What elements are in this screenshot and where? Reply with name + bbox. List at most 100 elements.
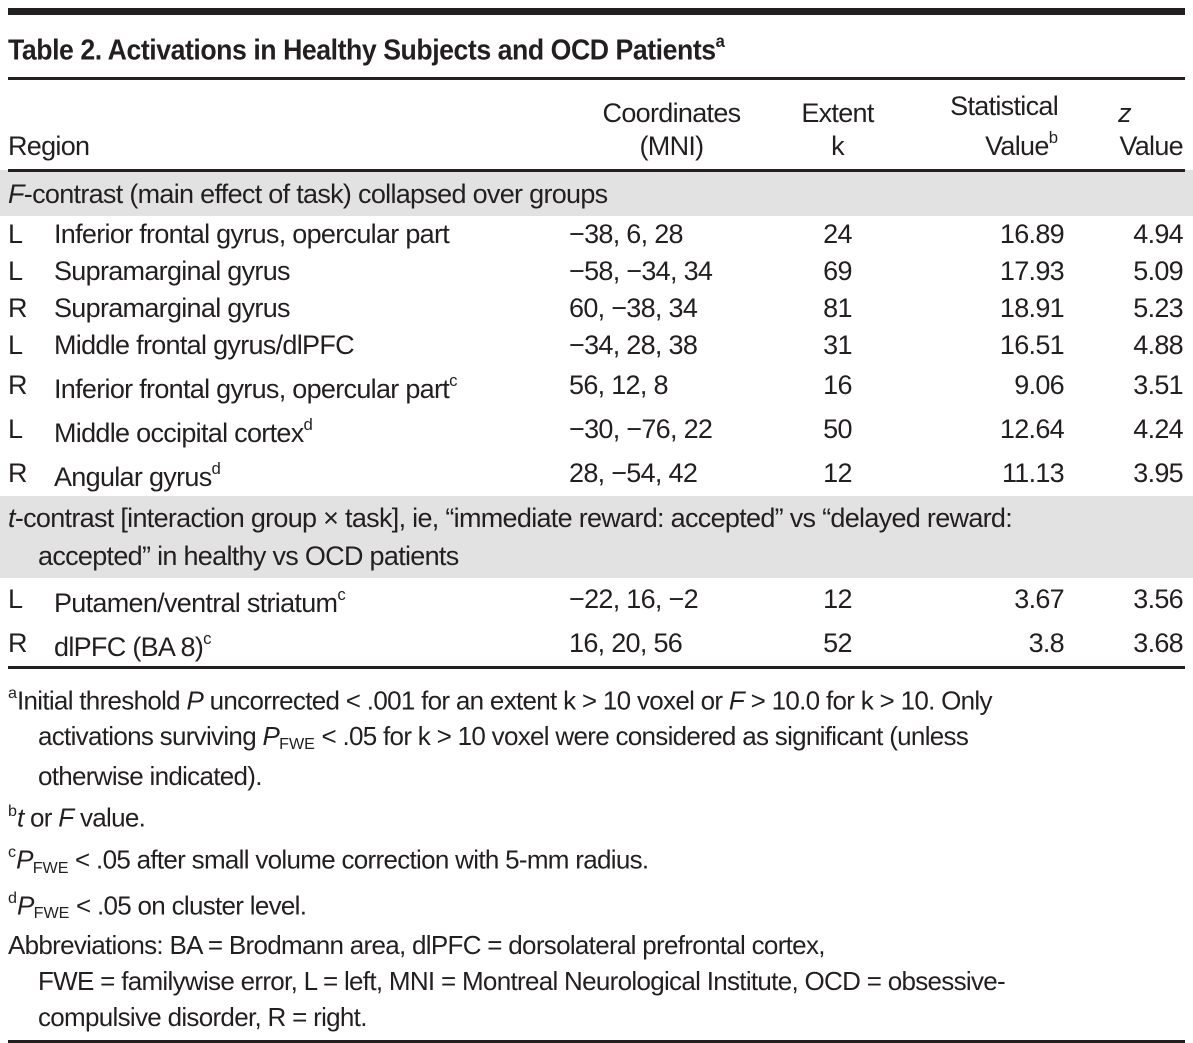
cell-z-value: 5.23 bbox=[1133, 292, 1183, 323]
footnote-line: bt or F value. bbox=[8, 801, 146, 833]
cell-hemisphere: L bbox=[8, 414, 23, 445]
cell-z-value: 4.94 bbox=[1133, 218, 1183, 249]
column-header-z-value: z Value bbox=[1064, 79, 1185, 172]
cell-coordinates: −30, −76, 22 bbox=[569, 414, 713, 445]
cell-statistical-value: 11.13 bbox=[1001, 458, 1065, 489]
footnote-line: cPFWE < .05 after small volume correctio… bbox=[8, 843, 649, 877]
cell-statistical-value: 3.8 bbox=[891, 621, 1065, 669]
cell-z-value: 5.09 bbox=[1133, 255, 1183, 286]
column-header-coordinates: Coordinates (MNI) bbox=[559, 79, 784, 172]
cell-coordinates: 60, −38, 34 bbox=[569, 292, 698, 323]
cell-hemisphere: L bbox=[8, 218, 23, 249]
top-black-bar bbox=[8, 8, 1185, 15]
footnote-line: FWE = familywise error, L = left, MNI = … bbox=[38, 966, 1006, 997]
table-row: L Middle frontal gyrus/dlPFC −34, 28, 38 31… bbox=[8, 327, 1185, 364]
cell-z-value: 3.68 bbox=[1064, 621, 1185, 669]
cell-hemisphere: R bbox=[8, 370, 28, 401]
cell-coordinates: −34, 28, 38 bbox=[569, 329, 698, 360]
footnote-d: dPFWE < .05 on cluster level. bbox=[8, 882, 1185, 928]
table-row: R Angular gyrusd 28, −54, 42 12 11.13 3.95 bbox=[8, 452, 1185, 496]
section-header-text: t-contrast [interaction group × task], i… bbox=[8, 502, 1013, 533]
cell-statistical-value: 12.64 bbox=[999, 414, 1065, 445]
cell-coordinates: −22, 16, −2 bbox=[569, 584, 699, 615]
footnote-a: aInitial threshold P uncorrected < .001 … bbox=[8, 677, 1185, 795]
section-header-row: t-contrast [interaction group × task], i… bbox=[8, 495, 1185, 578]
table-row: L Supramarginal gyrus −58, −34, 34 69 17.93 5… bbox=[8, 253, 1185, 290]
cell-coordinates: 28, −54, 42 bbox=[569, 458, 698, 489]
cell-extent-k: 24 bbox=[823, 218, 852, 249]
column-header-extent-k: Extent k bbox=[784, 79, 891, 172]
title-rule bbox=[8, 76, 1185, 80]
table-title: Table 2. Activations in Healthy Subjects… bbox=[8, 31, 725, 67]
footnote-abbreviations: Abbreviations: BA = Brodmann area, dlPFC… bbox=[8, 927, 1185, 1035]
footnote-line: compulsive disorder, R = right. bbox=[38, 1002, 367, 1033]
footnote-marker: b bbox=[8, 801, 17, 820]
section-header-cell: F-contrast (main effect of task) collaps… bbox=[8, 170, 1185, 216]
cell-hemisphere: R bbox=[8, 458, 28, 489]
cell-region: Inferior frontal gyrus, opercular part bbox=[54, 218, 450, 249]
cell-extent-k: 52 bbox=[784, 621, 891, 669]
table-body: F-contrast (main effect of task) collaps… bbox=[8, 170, 1185, 669]
footnote-line: dPFWE < .05 on cluster level. bbox=[8, 889, 307, 923]
cell-region: Middle frontal gyrus/dlPFC bbox=[54, 329, 355, 360]
activations-table: Region Coordinates (MNI) Extent k Statis… bbox=[8, 79, 1185, 669]
table-row: L Putamen/ventral striatumc −22, 16, −2 12 3… bbox=[8, 578, 1185, 622]
cell-coordinates: −38, 6, 28 bbox=[569, 218, 684, 249]
cell-statistical-value: 3.67 bbox=[1014, 584, 1064, 615]
cell-region: Angular gyrusd bbox=[54, 458, 221, 492]
cell-extent-k: 12 bbox=[823, 458, 852, 489]
cell-region: Middle occipital cortexd bbox=[54, 414, 313, 448]
footnote-marker: d bbox=[8, 889, 17, 908]
cell-region: Supramarginal gyrus bbox=[54, 292, 291, 323]
footnotes: aInitial threshold P uncorrected < .001 … bbox=[8, 669, 1185, 1036]
cell-statistical-value: 17.93 bbox=[999, 255, 1065, 286]
cell-coordinates: 56, 12, 8 bbox=[569, 370, 668, 401]
cell-extent-k: 50 bbox=[823, 414, 852, 445]
cell-z-value: 4.24 bbox=[1133, 414, 1183, 445]
cell-extent-k: 81 bbox=[823, 292, 852, 323]
cell-extent-k: 16 bbox=[823, 370, 852, 401]
cell-region: Putamen/ventral striatumc bbox=[54, 584, 346, 618]
footnote-line: Abbreviations: BA = Brodmann area, dlPFC… bbox=[8, 930, 825, 961]
section-header-cell: t-contrast [interaction group × task], i… bbox=[8, 495, 1185, 578]
cell-region: Inferior frontal gyrus, opercular partc bbox=[54, 370, 458, 404]
section-header-text: accepted” in healthy vs OCD patients bbox=[38, 540, 459, 571]
footnote-marker: c bbox=[8, 843, 17, 862]
footnote-line: aInitial threshold P uncorrected < .001 … bbox=[8, 684, 992, 716]
cell-coordinates: −58, −34, 34 bbox=[569, 255, 713, 286]
table-row: R Inferior frontal gyrus, opercular partc… bbox=[8, 364, 1185, 408]
footnote-b: bt or F value. bbox=[8, 794, 1185, 836]
cell-z-value: 3.51 bbox=[1133, 370, 1183, 401]
cell-coordinates: 16, 20, 56 bbox=[559, 621, 784, 669]
cell-extent-k: 12 bbox=[823, 584, 852, 615]
cell-hemisphere: L bbox=[8, 584, 23, 615]
footnote-line: otherwise indicated). bbox=[38, 761, 262, 792]
footnote-line: activations surviving PFWE < .05 for k >… bbox=[38, 721, 969, 754]
cell-statistical-value: 9.06 bbox=[1014, 370, 1064, 401]
footnote-c: cPFWE < .05 after small volume correctio… bbox=[8, 836, 1185, 882]
column-header-statistical-value: Statistical Valueb bbox=[891, 79, 1064, 172]
cell-z-value: 3.95 bbox=[1133, 458, 1183, 489]
section-header-text: F-contrast (main effect of task) collaps… bbox=[8, 178, 608, 209]
cell-hemisphere: L bbox=[8, 329, 23, 360]
table-row: L Inferior frontal gyrus, opercular part −… bbox=[8, 216, 1185, 253]
cell-hemisphere: R bbox=[8, 292, 28, 323]
column-header-region: Region bbox=[8, 79, 559, 172]
cell-extent-k: 69 bbox=[823, 255, 852, 286]
cell-z-value: 3.56 bbox=[1133, 584, 1183, 615]
cell-statistical-value: 16.51 bbox=[999, 329, 1065, 360]
cell-extent-k: 31 bbox=[823, 329, 852, 360]
cell-hemisphere: L bbox=[8, 255, 23, 286]
cell-statistical-value: 16.89 bbox=[999, 218, 1065, 249]
cell-z-value: 4.88 bbox=[1133, 329, 1183, 360]
cell-statistical-value: 18.91 bbox=[999, 292, 1065, 323]
footnote-marker: a bbox=[8, 684, 17, 703]
table-row: R Supramarginal gyrus 60, −38, 34 81 18.91 5.… bbox=[8, 290, 1185, 327]
cell-region: dlPFC (BA 8)c bbox=[54, 621, 559, 669]
cell-hemisphere: R bbox=[8, 621, 54, 669]
cell-region: Supramarginal gyrus bbox=[54, 255, 291, 286]
section-header-row: F-contrast (main effect of task) collaps… bbox=[8, 170, 1185, 216]
table-row: L Middle occipital cortexd −30, −76, 22 50 1… bbox=[8, 408, 1185, 452]
